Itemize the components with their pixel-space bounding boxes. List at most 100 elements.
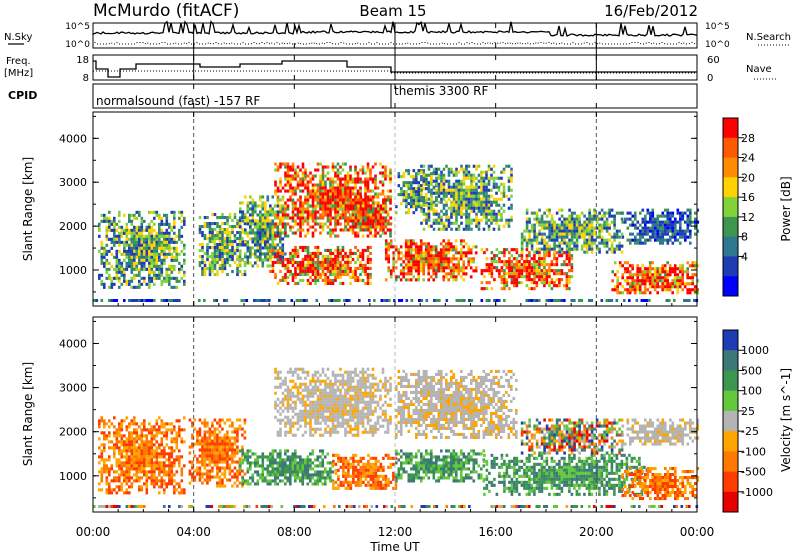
data-cell [570, 232, 574, 236]
data-cell [653, 282, 657, 286]
data-cell [321, 207, 325, 211]
data-cell [351, 213, 355, 217]
data-cell [113, 476, 116, 480]
data-cell [269, 204, 272, 208]
data-cell [465, 221, 468, 225]
data-cell [133, 273, 136, 277]
data-cell [120, 273, 124, 277]
data-cell [339, 198, 342, 202]
data-cell [661, 211, 665, 215]
data-cell [386, 213, 390, 217]
data-cell [226, 258, 229, 262]
data-cell [689, 232, 692, 236]
data-cell [688, 264, 692, 268]
data-cell [664, 232, 667, 236]
data-cell [497, 203, 501, 207]
data-cell [168, 461, 171, 465]
data-cell [351, 269, 355, 273]
data-cell [158, 246, 161, 250]
data-cell [138, 258, 141, 262]
data-cell [331, 204, 335, 208]
data-cell [241, 228, 244, 232]
data-cell [449, 269, 453, 273]
data-cell [178, 267, 181, 271]
data-cell [580, 244, 584, 248]
data-cell [153, 270, 156, 274]
data-cell [445, 194, 448, 198]
data-cell [274, 183, 277, 187]
data-cell [138, 488, 141, 492]
power-data-cells [93, 162, 700, 302]
data-cell [525, 299, 529, 302]
data-cell [643, 279, 647, 283]
data-cell [145, 252, 149, 256]
data-cell [304, 254, 307, 258]
data-cell [409, 251, 413, 255]
data-cell [295, 299, 299, 302]
data-cell [384, 210, 388, 214]
data-cell [143, 249, 146, 253]
data-cell [460, 203, 463, 207]
data-cell [540, 257, 544, 261]
data-cell [492, 164, 496, 168]
data-cell [540, 232, 544, 236]
data-cell [319, 174, 322, 178]
data-cell [143, 264, 146, 268]
data-cell [311, 210, 315, 214]
data-cell [294, 219, 297, 223]
data-cell [485, 170, 488, 174]
data-cell [299, 228, 302, 232]
data-cell [553, 257, 556, 261]
data-cell [371, 189, 375, 193]
data-cell [198, 255, 202, 259]
data-cell [366, 266, 370, 270]
data-cell [412, 266, 415, 270]
data-cell [349, 281, 352, 285]
data-cell [437, 167, 441, 171]
data-cell [361, 180, 365, 184]
data-cell [269, 207, 272, 211]
data-cell [213, 228, 217, 232]
data-cell [397, 257, 400, 261]
data-cell [170, 240, 174, 244]
data-cell [128, 237, 131, 241]
data-cell [472, 260, 475, 264]
data-cell [261, 240, 265, 244]
data-cell [500, 251, 504, 255]
data-cell [618, 229, 621, 233]
data-cell [140, 299, 144, 302]
data-cell [98, 222, 101, 226]
data-cell [570, 266, 574, 270]
data-cell [565, 217, 569, 221]
data-cell [276, 204, 280, 208]
data-cell [495, 221, 498, 225]
data-cell [475, 164, 478, 168]
data-cell [140, 237, 144, 241]
data-cell [676, 273, 679, 277]
data-cell [442, 263, 445, 267]
data-cell [465, 188, 468, 192]
data-cell [103, 464, 106, 468]
data-cell [249, 213, 252, 217]
data-cell [206, 222, 209, 226]
data-cell [276, 201, 280, 205]
data-cell [208, 228, 212, 232]
data-cell [155, 440, 159, 444]
data-cell [445, 212, 448, 216]
data-cell [100, 455, 104, 459]
data-cell [435, 221, 438, 225]
data-cell [628, 270, 632, 274]
data-cell [689, 235, 692, 239]
data-cell [339, 251, 342, 255]
data-cell [168, 273, 171, 277]
data-cell [208, 237, 212, 241]
data-cell [372, 210, 375, 214]
data-cell [515, 269, 519, 273]
data-cell [291, 186, 295, 190]
data-cell [148, 276, 151, 280]
data-cell [553, 226, 556, 230]
data-cell [417, 172, 421, 176]
data-cell [158, 255, 161, 259]
data-cell [480, 173, 483, 177]
data-cell [540, 275, 544, 279]
